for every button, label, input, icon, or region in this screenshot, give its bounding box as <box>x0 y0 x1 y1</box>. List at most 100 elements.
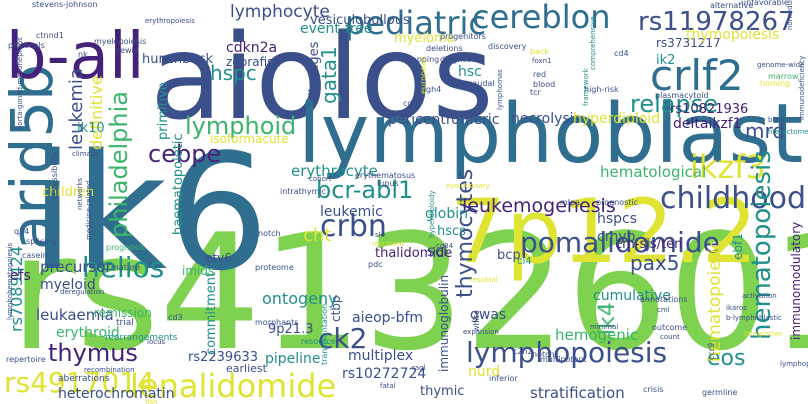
word-lymphocyte: lymphocyte <box>230 2 330 22</box>
word-transplantation: transplantation <box>320 304 329 365</box>
word-zebrafish: zebrafish <box>226 55 281 69</box>
word-rs10821936: rs10821936 <box>670 102 748 117</box>
word-ebf1: ebf1 <box>731 233 745 260</box>
word-morphants: morphants <box>255 318 298 327</box>
word-childhood: childhood <box>660 181 806 216</box>
word-resource: resource <box>301 337 336 346</box>
word-homing: homing <box>760 79 790 88</box>
word-splicing: splicing <box>26 237 56 246</box>
word-prognostic: prognostic <box>596 198 638 207</box>
word-pax5: pax5 <box>630 251 680 275</box>
word-germline: germline <box>702 388 737 397</box>
word-leukemia: leukemia <box>66 68 87 150</box>
word-arid5b: arid5b <box>0 64 66 250</box>
word-erythropoiesis: erythropoiesis <box>145 17 195 25</box>
word-b-lymphoblastic: b-lymphoblastic <box>726 314 782 322</box>
word-philadelphia: philadelphia <box>105 91 133 238</box>
word-cd3: cd3 <box>168 313 183 322</box>
word-recombination: recombination <box>84 366 135 374</box>
word-ikzf3: ikzf3 <box>690 148 766 186</box>
word-mrd: mrd <box>745 119 785 143</box>
word-rs4132601: rs4132601 <box>10 199 808 386</box>
word-pomalidomide: pomalidomide <box>520 226 720 259</box>
word-ck2: ck2 <box>318 322 367 355</box>
word-leukemogenesis: leukemogenesis <box>462 195 616 217</box>
word-myeloid: myeloid <box>40 277 96 293</box>
word-c2h2: c2h2 <box>513 347 533 356</box>
word-blast: blast <box>768 116 785 124</box>
word-progenitors: progenitors <box>440 32 486 41</box>
word-erythroid: erythroid <box>56 325 120 341</box>
word-leukaemia: leukaemia <box>36 306 114 324</box>
word-ctnnd1: ctnnd1 <box>36 31 64 40</box>
word-european: european <box>419 56 428 94</box>
word-framework: framework <box>582 67 590 106</box>
word-aberrations: aberrations <box>58 374 110 384</box>
word-lymphoid: lymphoid <box>185 112 296 140</box>
word-lupus: lupus <box>377 179 399 188</box>
word-interactome: interactome <box>766 128 808 136</box>
word-ik4: ik4 <box>595 302 620 335</box>
word-7p12-2: 7p12.2 <box>450 180 758 283</box>
word-cereblon: cereblon <box>472 0 610 36</box>
word-primitive: primitive <box>156 82 171 140</box>
word-plasmacytoid: plasmacytoid <box>655 91 709 100</box>
word-marrow: marrow <box>768 72 799 81</box>
word-networks: networks <box>76 178 84 210</box>
word-rs3731217: rs3731217 <box>656 36 721 50</box>
word-white: white <box>472 310 481 332</box>
word-stratification: stratification <box>530 384 625 402</box>
word-hscs: hscs <box>437 224 466 239</box>
word-necrolysis: necrolysis <box>511 111 581 127</box>
word-recurrent: recurrent <box>372 240 405 248</box>
word-hematological: hematological <box>600 163 706 181</box>
word-heterochromatin: heterochromatin <box>58 386 175 402</box>
word-hunchback: hunchback <box>142 52 213 67</box>
word-trial: trial <box>116 318 134 328</box>
word-rearrangements: rearrangements <box>105 333 178 343</box>
word-pediatric: pediatric <box>345 4 486 42</box>
word-cd34: cd34 <box>436 242 454 250</box>
word-globin: globin <box>425 206 468 222</box>
word-fish: fish <box>145 398 158 404</box>
word-thymocytes: thymocytes <box>453 169 478 298</box>
word-blood: blood <box>533 80 555 89</box>
word-fatal: fatal <box>380 382 396 390</box>
word-scl: scl <box>427 242 447 260</box>
word-efs: efs <box>10 268 31 284</box>
word-ragl: ragl <box>412 364 426 372</box>
word-intrathymic: intrathymic <box>280 187 326 196</box>
word-activation: activation <box>742 292 777 300</box>
word-lymphopoietic: lymphopoietic <box>780 360 808 368</box>
word-lymphoblastic: lymphoblastic <box>298 87 808 182</box>
word-erythematosus: erythematosus <box>355 171 415 180</box>
word-cdkn2a: cdkn2a <box>226 40 277 56</box>
word-q34: q34 <box>14 227 29 236</box>
word-newly: newly <box>115 46 139 55</box>
word-gwas: gwas <box>470 307 506 323</box>
word-event-free: event-free <box>300 21 373 37</box>
word-immunoglobulin: immunoglobulin <box>437 275 451 372</box>
word-nonredundant: nonredundant <box>786 0 794 30</box>
word-count: count <box>660 333 680 341</box>
word-rs4917014: rs4917014 <box>4 366 155 399</box>
word-back: back <box>530 47 549 56</box>
word-cebpe: cebpe <box>148 140 221 168</box>
word-ccr9: ccr9 <box>707 343 716 360</box>
word-lymphomas: lymphomas <box>496 69 504 110</box>
word-helios: helios <box>82 251 164 284</box>
word-aieop-bfm: aieop-bfm <box>352 310 423 326</box>
word-multipotent: multipotent <box>540 355 587 364</box>
word-ik10: ik10 <box>77 121 105 136</box>
word-imids: imids <box>182 264 214 278</box>
word-nk: nk <box>78 50 88 59</box>
word-cmyb: cmyb <box>597 229 636 245</box>
word-erythrocyte: erythrocyte <box>291 162 378 180</box>
word-genome-wide: genome-wide <box>757 61 805 69</box>
word-lenalidomide: lenalidomide <box>130 367 336 404</box>
word-hspc: hspc <box>210 61 257 85</box>
word-thymopoiesis: thymopoiesis <box>686 27 779 43</box>
word-immunodeficiency: immunodeficiency <box>798 56 806 120</box>
word-integrative: integrative <box>744 330 782 338</box>
word-earliest: earliest <box>226 362 268 375</box>
